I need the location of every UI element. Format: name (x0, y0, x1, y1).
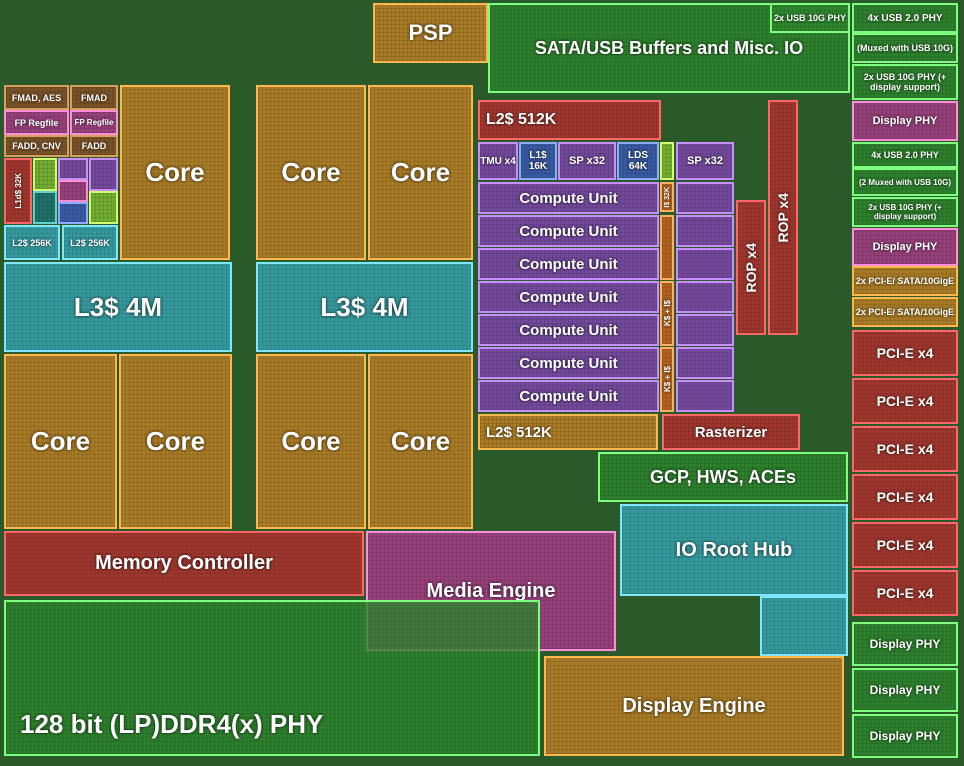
fmad-2: FMAD (70, 85, 118, 110)
cu-right-5 (676, 314, 734, 346)
gcp-hws-aces: GCP, HWS, ACEs (598, 452, 848, 502)
compute-unit-1: Compute Unit (478, 182, 659, 214)
core-6: Core (256, 354, 366, 529)
usb-phy-2: 2x USB 10G PHY (+ display support) (852, 64, 958, 100)
pcie-x4-4: PCI-E x4 (852, 474, 958, 520)
fadd-cnv: FADD, CNV (4, 135, 69, 157)
display-engine: Display Engine (544, 656, 844, 756)
core-7: Core (368, 354, 473, 529)
cu-right-4 (676, 281, 734, 313)
misc-e (58, 202, 88, 224)
rop-x4-1: ROP x4 (736, 200, 766, 335)
lds-64k: LDS 64K (617, 142, 659, 180)
sp-x32-1: SP x32 (558, 142, 616, 180)
cu-right-1 (676, 182, 734, 214)
io-root-hub: IO Root Hub (620, 504, 848, 596)
misc-b (33, 191, 57, 224)
scalar (660, 142, 674, 180)
psp-block: PSP (373, 3, 488, 63)
misc-f (89, 158, 118, 191)
cu-right-3 (676, 248, 734, 280)
usb-phy-3: 4x USB 2.0 PHY (852, 142, 958, 168)
die-floorplan: PSPSATA/USB Buffers and Misc. IOFMAD, AE… (0, 0, 964, 766)
core-3: Core (368, 85, 473, 260)
cu-side-1 (660, 215, 674, 280)
fmad-aes: FMAD, AES (4, 85, 69, 110)
display-phy-4: Display PHY (852, 668, 958, 712)
misc-d (58, 180, 88, 202)
l3-4m-2: L3$ 4M (256, 262, 473, 352)
l3-4m-1: L3$ 4M (4, 262, 232, 352)
io-root-hub-ext (760, 596, 848, 656)
pcie-x4-2: PCI-E x4 (852, 378, 958, 424)
compute-unit-7: Compute Unit (478, 380, 659, 412)
l2s-256k-2: L2$ 256K (62, 225, 118, 260)
l2s-256k-1: L2$ 256K (4, 225, 60, 260)
misc-c (58, 158, 88, 180)
compute-unit-5: Compute Unit (478, 314, 659, 346)
compute-unit-3: Compute Unit (478, 248, 659, 280)
ks-is-2: K$ + I$ (660, 347, 674, 412)
misc-a (33, 158, 57, 191)
memory-controller: Memory Controller (4, 531, 364, 596)
rasterizer: Rasterizer (662, 414, 800, 450)
usb-phy-1b: (Muxed with USB 10G) (852, 33, 958, 63)
display-phy-1: Display PHY (852, 101, 958, 141)
core-5: Core (119, 354, 232, 529)
compute-unit-6: Compute Unit (478, 347, 659, 379)
pcie-x4-6: PCI-E x4 (852, 570, 958, 616)
pcie-sata-2: 2x PCI-E/ SATA/10GigE (852, 297, 958, 327)
usb-phy-3b: (2 Muxed with USB 10G) (852, 168, 958, 196)
is-32k: I$ 32K (660, 182, 674, 212)
tmu-x4: TMU x4 (478, 142, 518, 180)
compute-unit-2: Compute Unit (478, 215, 659, 247)
display-phy-2: Display PHY (852, 228, 958, 266)
usb-10g-small: 2x USB 10G PHY (770, 3, 850, 33)
l1ds-32k: L1d$ 32K (4, 158, 32, 224)
core-2: Core (256, 85, 366, 260)
cu-right-7 (676, 380, 734, 412)
pcie-x4-1: PCI-E x4 (852, 330, 958, 376)
pcie-x4-5: PCI-E x4 (852, 522, 958, 568)
fp-regfile-1: FP Regfile (4, 110, 69, 135)
display-phy-3: Display PHY (852, 622, 958, 666)
pcie-x4-3: PCI-E x4 (852, 426, 958, 472)
core-1: Core (120, 85, 230, 260)
rop-x4-2: ROP x4 (768, 100, 798, 335)
l2-512k-top: L2$ 512K (478, 100, 661, 140)
compute-unit-4: Compute Unit (478, 281, 659, 313)
cu-right-2 (676, 215, 734, 247)
ddr4-phy: 128 bit (LP)DDR4(x) PHY (4, 600, 540, 756)
display-phy-5: Display PHY (852, 714, 958, 758)
misc-g (89, 191, 118, 224)
ks-is-1: K$ + I$ (660, 281, 674, 346)
usb-phy-1: 4x USB 2.0 PHY (852, 3, 958, 33)
fadd-2: FADD (70, 135, 118, 157)
fp-regfile-2: FP Regfile (70, 110, 118, 135)
pcie-sata-1: 2x PCI-E/ SATA/10GigE (852, 266, 958, 296)
l2-512k-bottom: L2$ 512K (478, 414, 658, 450)
core-4: Core (4, 354, 117, 529)
sp-x32-2: SP x32 (676, 142, 734, 180)
usb-phy-4: 2x USB 10G PHY (+ display support) (852, 197, 958, 227)
cu-right-6 (676, 347, 734, 379)
l1s-16k: L1$ 16K (519, 142, 557, 180)
